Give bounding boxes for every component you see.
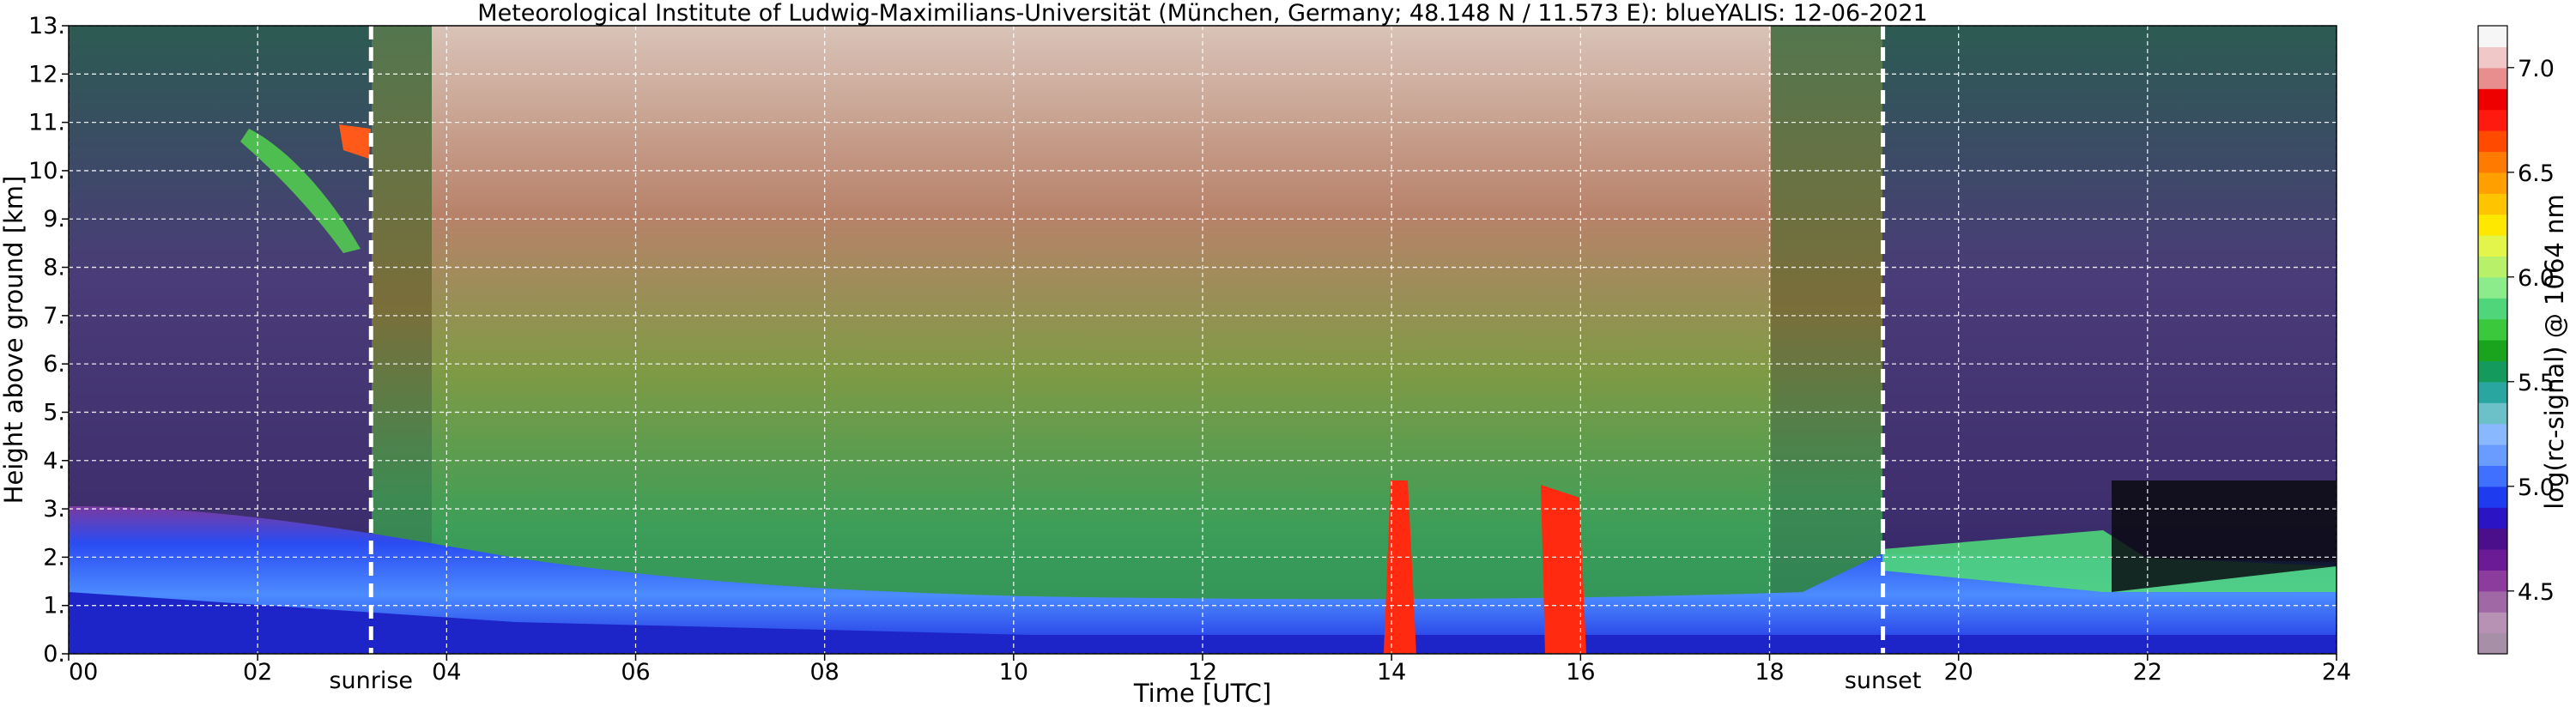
x-tick-label: 24 [2322, 659, 2351, 686]
y-tick-label: 10. [28, 158, 65, 184]
x-tick-label: 12 [1188, 659, 1217, 686]
y-tick-label: 13. [28, 13, 65, 39]
colorbar-swatch [2478, 570, 2507, 592]
y-tick-label: 1. [43, 593, 65, 619]
colorbar-swatch [2478, 214, 2507, 236]
sunrise-label: sunrise [329, 668, 413, 694]
colorbar-swatch [2478, 172, 2507, 194]
y-tick-label: 7. [43, 303, 65, 329]
y-tick-label: 2. [43, 544, 65, 571]
heatmap-daylight-edge-evening [1771, 26, 1882, 654]
colorbar-swatch [2478, 276, 2507, 299]
colorbar-swatch [2478, 612, 2507, 634]
colorbar-swatch [2478, 507, 2507, 529]
colorbar-swatch [2478, 465, 2507, 487]
colorbar-tick-label: 7.0 [2518, 56, 2555, 82]
y-tick-label: 6. [43, 351, 65, 378]
colorbar-swatch [2478, 109, 2507, 131]
grid-lines [69, 26, 2337, 654]
x-axis-ticks: 00 02 04 06 08 10 12 14 16 18 20 22 24 [68, 654, 2351, 686]
y-tick-label: 8. [43, 255, 65, 281]
y-tick-label: 9. [43, 206, 65, 233]
colorbar-swatch [2478, 402, 2507, 425]
colorbar-tick-label: 6.0 [2518, 265, 2555, 292]
x-tick-label: 02 [243, 659, 272, 686]
colorbar-swatch [2478, 444, 2507, 466]
colorbar-swatch [2478, 423, 2507, 445]
convective-cloud-16h [1541, 485, 1586, 654]
colorbar-tick-label: 6.5 [2518, 160, 2555, 187]
colorbar-label: log(rc-signal) @ 1064 nm [2540, 194, 2569, 509]
y-axis-label: Height above ground [km] [0, 176, 28, 505]
x-tick-label: 10 [999, 659, 1028, 686]
cirrus-cloud-red [339, 124, 371, 159]
colorbar-swatch [2478, 256, 2507, 278]
colorbar-swatch [2478, 88, 2507, 111]
colorbar-swatch [2478, 26, 2507, 47]
y-tick-label: 4. [43, 448, 65, 474]
colorbar-tick-label: 5.0 [2518, 474, 2555, 501]
x-tick-label: 22 [2133, 659, 2162, 686]
colorbar-swatch [2478, 486, 2507, 508]
colorbar-swatch [2478, 318, 2507, 341]
colorbar-swatch [2478, 151, 2507, 173]
colorbar-swatch [2478, 298, 2507, 320]
x-tick-label: 16 [1566, 659, 1595, 686]
colorbar-swatch [2478, 67, 2507, 89]
colorbar-tick-label: 4.5 [2518, 579, 2555, 606]
x-tick-label: 14 [1377, 659, 1406, 686]
y-tick-label: 0. [43, 641, 65, 668]
x-tick-label: 06 [621, 659, 650, 686]
colorbar-frame [2477, 25, 2508, 655]
cirrus-cloud-early [240, 129, 361, 253]
colorbar-swatch [2478, 46, 2507, 69]
x-tick-label: 04 [432, 659, 461, 686]
sunset-label: sunset [1845, 668, 1922, 694]
y-axis-ticks: 0. 1. 2. 3. 4. 5. 6. 7. 8. 9. 10. 11. 12. 13. [28, 13, 69, 668]
x-tick-label: 08 [809, 659, 839, 686]
annotations: sunrise sunset [329, 26, 1921, 694]
colorbar-swatch [2478, 528, 2507, 550]
x-axis-label: Time [UTC] [1133, 679, 1271, 707]
x-tick-label: 00 [69, 659, 98, 686]
colorbar-swatch [2478, 193, 2507, 215]
colorbar-swatch [2478, 360, 2507, 383]
colorbar-swatch [2478, 340, 2507, 361]
chart-title: Meteorological Institute of Ludwig-Maxim… [477, 0, 1927, 27]
y-tick-label: 12. [28, 61, 65, 88]
y-tick-label: 3. [43, 496, 65, 523]
colorbar-swatch [2478, 130, 2507, 152]
y-tick-label: 11. [28, 110, 65, 136]
x-tick-label: 18 [1755, 659, 1784, 686]
y-tick-label: 5. [43, 399, 65, 426]
colorbar-swatch [2478, 632, 2507, 655]
colorbar-tick-label: 5.5 [2518, 370, 2555, 396]
colorbar-swatch [2478, 381, 2507, 403]
colorbar-swatch [2478, 235, 2507, 257]
colorbar: 4.5 5.0 5.5 6.0 6.5 7.0 [2477, 25, 2555, 655]
x-tick-label: 20 [1943, 659, 1973, 686]
colorbar-swatch [2478, 590, 2507, 613]
colorbar-swatch [2478, 549, 2507, 571]
